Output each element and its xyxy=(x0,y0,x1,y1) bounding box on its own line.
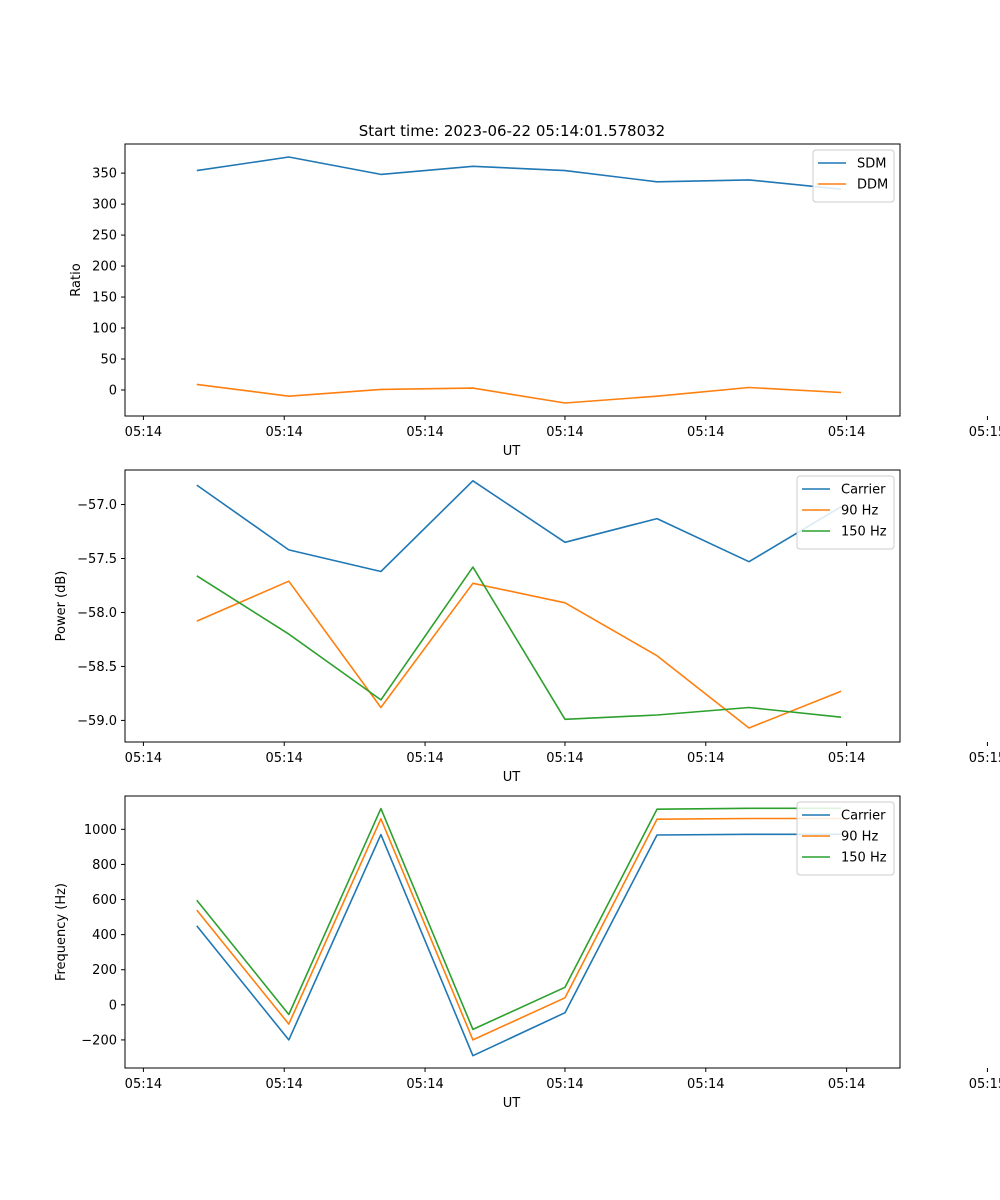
x-tick-label: 05:14 xyxy=(687,751,724,766)
y-tick-label: 600 xyxy=(92,893,117,908)
x-tick-label: 05:14 xyxy=(546,425,583,440)
x-tick-label: 05:15 xyxy=(969,425,1000,440)
y-tick-label: 250 xyxy=(92,229,117,244)
chart-panel-2: 05:14 05:14 05:14 05:14 05:14 05:14 05:15 −59.0… xyxy=(54,469,1000,785)
y-tick-label: −59.0 xyxy=(77,714,117,729)
x-tick-label: 05:14 xyxy=(828,1077,865,1092)
y-tick-label: 0 xyxy=(109,998,117,1013)
y-tick-label: 1000 xyxy=(84,823,117,838)
y-tick-label: 800 xyxy=(92,858,117,873)
y-tick-label: −58.0 xyxy=(77,606,117,621)
x-tick-label: 05:14 xyxy=(687,1077,724,1092)
legend-label-sdm: SDM xyxy=(857,157,886,172)
legend-label-150-hz: 150 Hz xyxy=(841,525,887,540)
y-tick-label: −200 xyxy=(81,1033,117,1048)
legend-label-90-hz: 90 Hz xyxy=(841,504,878,519)
y-tick-label: −58.5 xyxy=(77,660,117,675)
y-tick-label: 50 xyxy=(100,352,117,367)
x-tick-label: 05:14 xyxy=(687,425,724,440)
x-axis-title: UT xyxy=(503,444,521,459)
axes-frame xyxy=(124,469,901,743)
axes-frame xyxy=(124,795,901,1069)
x-tick-label: 05:14 xyxy=(125,751,162,766)
x-tick-label: 05:14 xyxy=(546,1077,583,1092)
y-tick-label: 200 xyxy=(92,963,117,978)
axes-frame xyxy=(124,143,901,417)
series-line-carrier xyxy=(196,479,842,573)
legend: Carrier 90 Hz 150 Hz xyxy=(796,475,895,550)
legend: Carrier 90 Hz 150 Hz xyxy=(796,801,895,876)
y-axis-title: Power (dB) xyxy=(54,571,69,642)
y-axis-title: Frequency (Hz) xyxy=(54,883,69,981)
x-tick-label: 05:15 xyxy=(969,1077,1000,1092)
legend-label-90-hz: 90 Hz xyxy=(841,830,878,845)
x-tick-label: 05:14 xyxy=(125,425,162,440)
x-tick-label: 05:15 xyxy=(969,751,1000,766)
series-line-carrier xyxy=(196,833,842,1057)
y-tick-label: 150 xyxy=(92,291,117,306)
x-tick-label: 05:14 xyxy=(828,751,865,766)
x-tick-label: 05:14 xyxy=(828,425,865,440)
chart-panel-3: 05:14 05:14 05:14 05:14 05:14 05:14 05:15 −200 0… xyxy=(54,795,1000,1111)
x-tick-label: 05:14 xyxy=(125,1077,162,1092)
y-tick-label: −57.0 xyxy=(77,498,117,513)
series-line-ddm xyxy=(196,383,842,404)
y-tick-label: 200 xyxy=(92,260,117,275)
legend-label-carrier: Carrier xyxy=(841,483,886,498)
x-tick-label: 05:14 xyxy=(265,425,302,440)
series-line-sdm xyxy=(196,156,842,190)
legend-label-carrier: Carrier xyxy=(841,809,886,824)
x-axis-title: UT xyxy=(503,770,521,785)
y-tick-label: 350 xyxy=(92,167,117,182)
y-tick-label: 0 xyxy=(109,383,117,398)
series-line-90-hz xyxy=(196,817,842,1041)
y-axis-title: Ratio xyxy=(69,263,84,296)
legend: SDM DDM xyxy=(812,149,895,203)
figure-title: Start time: 2023-06-22 05:14:01.578032 xyxy=(359,122,665,140)
x-tick-label: 05:14 xyxy=(406,751,443,766)
y-tick-label: 400 xyxy=(92,928,117,943)
chart-panel-1: 05:14 05:14 05:14 05:14 05:14 05:14 05:15 0 50 10… xyxy=(69,143,1000,459)
x-tick-label: 05:14 xyxy=(406,1077,443,1092)
series-line-90-hz xyxy=(196,580,842,729)
x-tick-label: 05:14 xyxy=(406,425,443,440)
series-line-150-hz xyxy=(196,566,842,721)
legend-label-ddm: DDM xyxy=(857,178,888,193)
y-tick-label: −57.5 xyxy=(77,552,117,567)
legend-label-150-hz: 150 Hz xyxy=(841,851,887,866)
y-tick-label: 100 xyxy=(92,322,117,337)
y-tick-label: 300 xyxy=(92,198,117,213)
x-tick-label: 05:14 xyxy=(265,751,302,766)
x-axis-title: UT xyxy=(503,1096,521,1111)
x-tick-label: 05:14 xyxy=(265,1077,302,1092)
x-tick-label: 05:14 xyxy=(546,751,583,766)
series-line-150-hz xyxy=(196,807,842,1031)
